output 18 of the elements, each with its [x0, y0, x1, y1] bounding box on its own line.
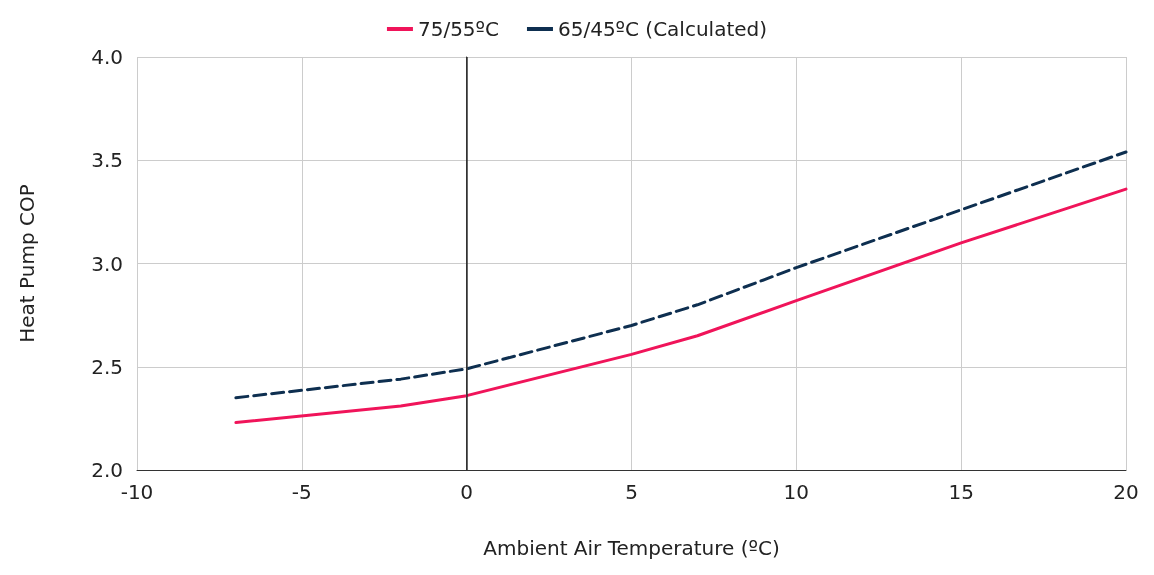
- y-tick-label: 2.0: [91, 458, 123, 482]
- legend-label: 75/55ºC: [417, 17, 499, 41]
- x-tick-label: 20: [1113, 480, 1139, 504]
- x-tick-label: 5: [625, 480, 638, 504]
- y-axis-title: Heat Pump COP: [15, 184, 39, 343]
- x-tick-label: 0: [460, 480, 474, 504]
- line-series: [234, 187, 1128, 425]
- y-tick-label: 4.0: [91, 45, 123, 69]
- y-tick-label: 2.5: [91, 354, 123, 379]
- legend-label: 65/45ºC (Calculated): [557, 17, 768, 41]
- y-tick-label: 3.0: [91, 251, 123, 276]
- y-tick-label: 3.5: [91, 148, 123, 173]
- x-axis-title: Ambient Air Temperature (ºC): [483, 536, 780, 560]
- line-series: [234, 150, 1128, 400]
- x-tick-label: -10: [120, 480, 154, 504]
- x-tick-label: 15: [948, 480, 974, 504]
- x-tick-label: 10: [783, 480, 810, 504]
- x-tick-label: -5: [291, 480, 312, 504]
